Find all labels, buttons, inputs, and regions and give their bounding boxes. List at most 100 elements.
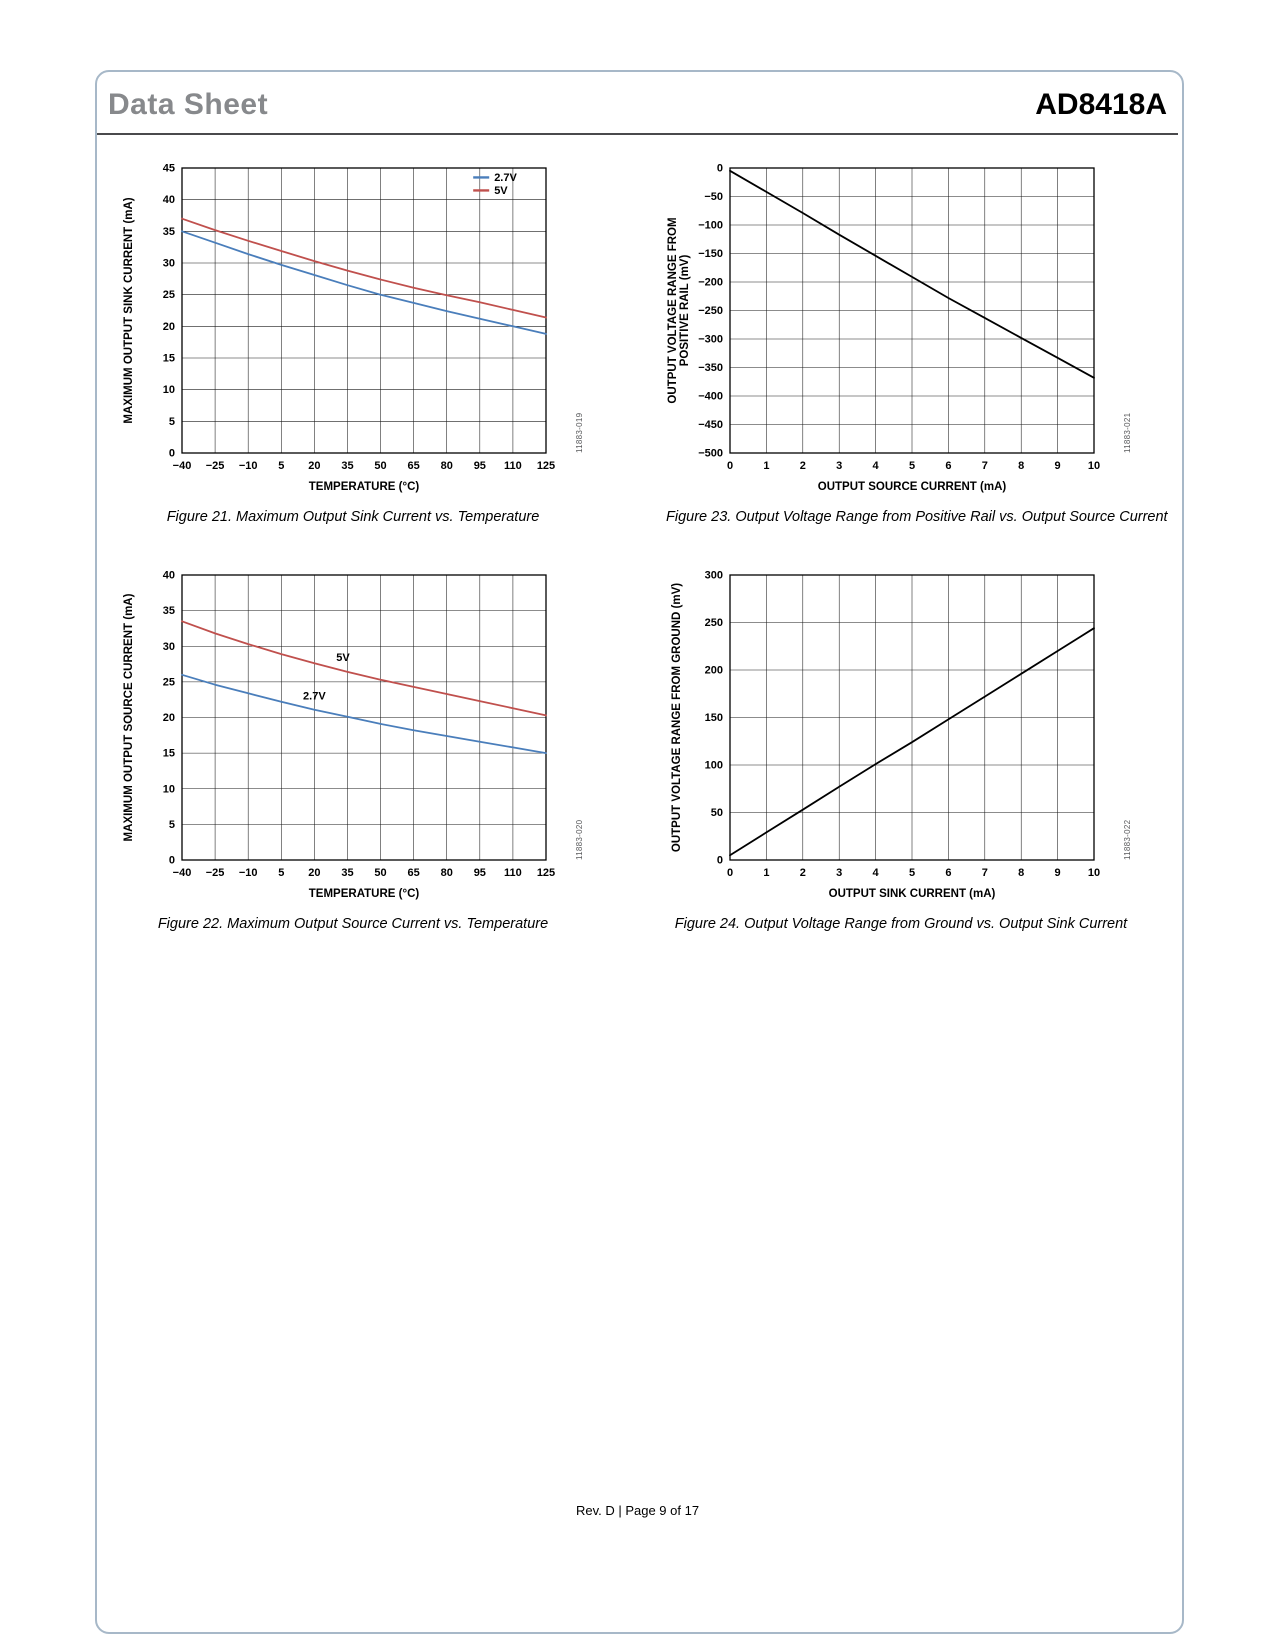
svg-text:3: 3 [836,867,842,879]
svg-text:6: 6 [945,867,951,879]
svg-text:50: 50 [374,867,386,879]
figure-22-chart: −40 −25 −10 5 20 35 50 65 80 95 110 125 0 5 10 15 20 25 30… [118,565,588,910]
svg-text:−25: −25 [206,867,225,879]
svg-text:−40: −40 [173,867,192,879]
svg-text:5V: 5V [494,185,508,197]
svg-text:95: 95 [474,867,486,879]
svg-text:−500: −500 [698,448,723,460]
svg-text:1: 1 [763,867,769,879]
svg-text:2: 2 [800,460,806,472]
svg-text:7: 7 [982,460,988,472]
series-5V [181,620,547,717]
svg-text:35: 35 [163,226,175,238]
svg-text:1: 1 [763,460,769,472]
curve-annotation: 5V [336,652,350,664]
svg-text:50: 50 [374,460,386,472]
svg-text:−200: −200 [698,277,723,289]
svg-text:−350: −350 [698,362,723,374]
figure-21-caption: Figure 21. Maximum Output Sink Current v… [166,509,540,525]
page-footer: Rev. D | Page 9 of 17 [575,1503,700,1518]
svg-text:−400: −400 [698,391,723,403]
tick-labels: −40 −25 −10 5 20 35 50 65 80 95 110 125 0 5 10 15 20 25 30… [163,163,555,473]
svg-text:20: 20 [308,460,320,472]
figure-24-chart: 0 1 2 3 4 5 6 7 8 9 10 0 50 100 150 200 250 300 OUTPUT SIN… [666,565,1136,910]
doc-type-label: Data Sheet [108,88,269,121]
svg-text:25: 25 [163,289,175,301]
y-axis-title: OUTPUT VOLTAGE RANGE FROM [667,217,679,403]
svg-text:150: 150 [705,712,723,724]
svg-text:−250: −250 [698,305,723,317]
figure-code: 11883-020 [575,819,584,860]
svg-text:−50: −50 [704,191,723,203]
svg-text:−150: −150 [698,248,723,260]
svg-text:0: 0 [727,460,733,472]
y-axis-title: OUTPUT VOLTAGE RANGE FROM GROUND (mV) [671,583,683,852]
svg-text:0: 0 [717,163,723,175]
grid-lines [182,168,546,453]
figure-23-caption: Figure 23. Output Voltage Range from Pos… [666,509,1168,525]
tick-labels: −40 −25 −10 5 20 35 50 65 80 95 110 125 0 5 10 15 20 25 30… [163,570,555,880]
svg-text:15: 15 [163,353,175,365]
svg-text:2.7V: 2.7V [494,172,517,184]
series-output-voltage-from-ground [729,627,1095,857]
series-5V [181,217,547,319]
figure-23-chart: 0 1 2 3 4 5 6 7 8 9 10 0 −50 −100 −150 −200 −250 −300 −350… [666,158,1136,503]
svg-text:125: 125 [537,867,555,879]
svg-text:110: 110 [504,460,522,472]
figure-24-block: 0 1 2 3 4 5 6 7 8 9 10 0 50 100 150 200 250 300 OUTPUT SIN… [666,565,1136,933]
x-axis-title: TEMPERATURE (°C) [309,481,420,493]
fig22-svg: −40 −25 −10 5 20 35 50 65 80 95 110 125 0 5 10 15 20 25 30… [123,570,584,901]
series-2.7V [181,230,547,335]
svg-text:7: 7 [982,867,988,879]
svg-text:40: 40 [163,570,175,582]
svg-text:50: 50 [711,807,723,819]
y-axis-title: POSITIVE RAIL (mV) [679,255,691,367]
fig23-svg: 0 1 2 3 4 5 6 7 8 9 10 0 −50 −100 −150 −200 −250 −300 −350… [667,163,1132,494]
figure-23-block: 0 1 2 3 4 5 6 7 8 9 10 0 −50 −100 −150 −200 −250 −300 −350… [666,158,1168,526]
svg-text:−10: −10 [239,460,258,472]
fig21-svg: −40 −25 −10 5 20 35 50 65 80 95 110 125 0 5 10 15 20 25 30… [123,163,584,494]
svg-text:−10: −10 [239,867,258,879]
svg-text:−300: −300 [698,334,723,346]
svg-text:20: 20 [308,867,320,879]
grid-lines [730,168,1094,453]
svg-text:5: 5 [909,460,915,472]
grid-lines [182,575,546,860]
figure-21-chart: −40 −25 −10 5 20 35 50 65 80 95 110 125 0 5 10 15 20 25 30… [118,158,588,503]
svg-text:15: 15 [163,748,175,760]
tick-labels: 0 1 2 3 4 5 6 7 8 9 10 0 −50 −100 −150 −200 −250 −300 −350… [698,163,1100,473]
svg-text:20: 20 [163,712,175,724]
x-axis-title: OUTPUT SINK CURRENT (mA) [829,888,996,900]
svg-text:250: 250 [705,617,723,629]
svg-text:4: 4 [873,460,880,472]
figure-21-block: −40 −25 −10 5 20 35 50 65 80 95 110 125 0 5 10 15 20 25 30… [118,158,588,526]
svg-text:80: 80 [441,460,453,472]
svg-text:9: 9 [1055,867,1061,879]
y-axis-title: MAXIMUM OUTPUT SINK CURRENT (mA) [123,197,135,423]
svg-text:5: 5 [169,819,175,831]
svg-text:30: 30 [163,258,175,270]
svg-text:125: 125 [537,460,555,472]
plot-border [181,574,547,861]
x-axis-title: TEMPERATURE (°C) [309,888,420,900]
svg-text:80: 80 [441,867,453,879]
svg-text:−450: −450 [698,419,723,431]
series-2.7V [181,673,547,755]
svg-text:9: 9 [1055,460,1061,472]
svg-text:200: 200 [705,665,723,677]
svg-text:5: 5 [909,867,915,879]
svg-text:10: 10 [1088,460,1100,472]
svg-text:0: 0 [727,867,733,879]
x-axis-title: OUTPUT SOURCE CURRENT (mA) [818,481,1007,493]
svg-text:5: 5 [278,460,284,472]
svg-text:0: 0 [169,855,175,867]
svg-text:35: 35 [341,460,353,472]
svg-text:20: 20 [163,321,175,333]
svg-text:10: 10 [163,783,175,795]
part-number-label: AD8418A [1035,88,1167,121]
plot-border [729,167,1095,454]
svg-text:95: 95 [474,460,486,472]
